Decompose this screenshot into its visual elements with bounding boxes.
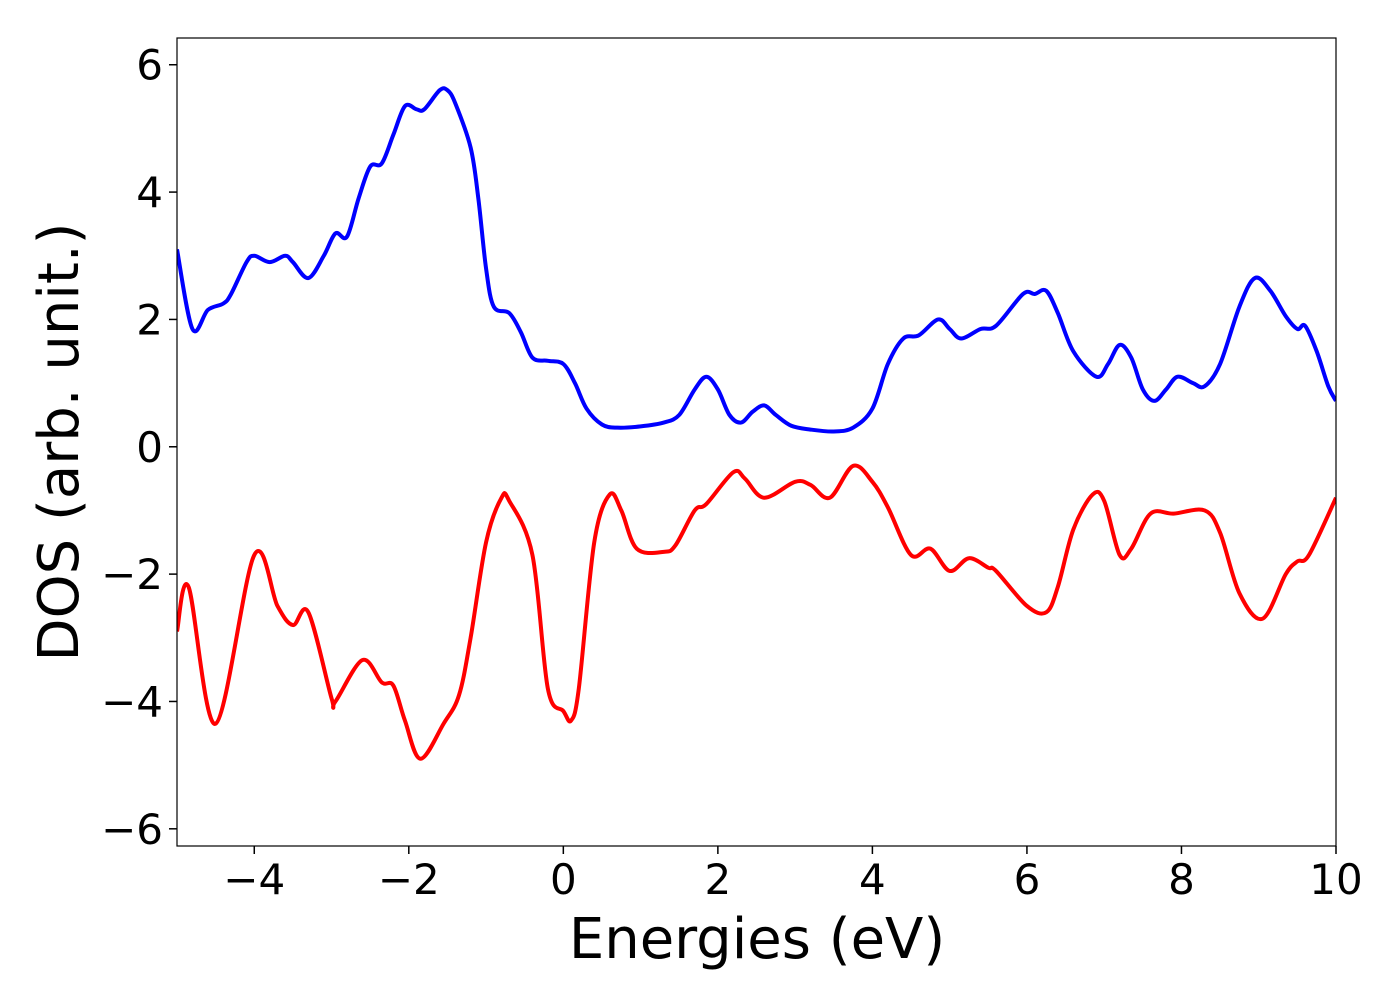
y-tick-label: 6 [136, 41, 163, 90]
y-tick-label: −6 [101, 805, 163, 854]
y-tick-label: −4 [101, 677, 163, 726]
y-tick-label: 0 [136, 423, 163, 472]
y-tick-label: −2 [101, 550, 163, 599]
y-tick-label: 4 [136, 168, 163, 217]
x-axis-label: Energies (eV) [569, 907, 945, 972]
x-tick-label: 6 [1014, 855, 1041, 904]
x-tick-label: −2 [378, 855, 440, 904]
x-tick-label: 0 [550, 855, 577, 904]
x-tick-label: 8 [1168, 855, 1195, 904]
x-tick-label: 2 [704, 855, 731, 904]
x-tick-label: −4 [223, 855, 285, 904]
plot-frame [176, 37, 1337, 847]
x-tick-label: 10 [1309, 855, 1362, 904]
dos-line [177, 463, 1336, 761]
dos-line [177, 86, 1336, 434]
x-tick-label: 4 [859, 855, 886, 904]
y-axis-label: DOS (arb. unit.) [27, 222, 92, 661]
y-tick-label: 2 [136, 295, 163, 344]
